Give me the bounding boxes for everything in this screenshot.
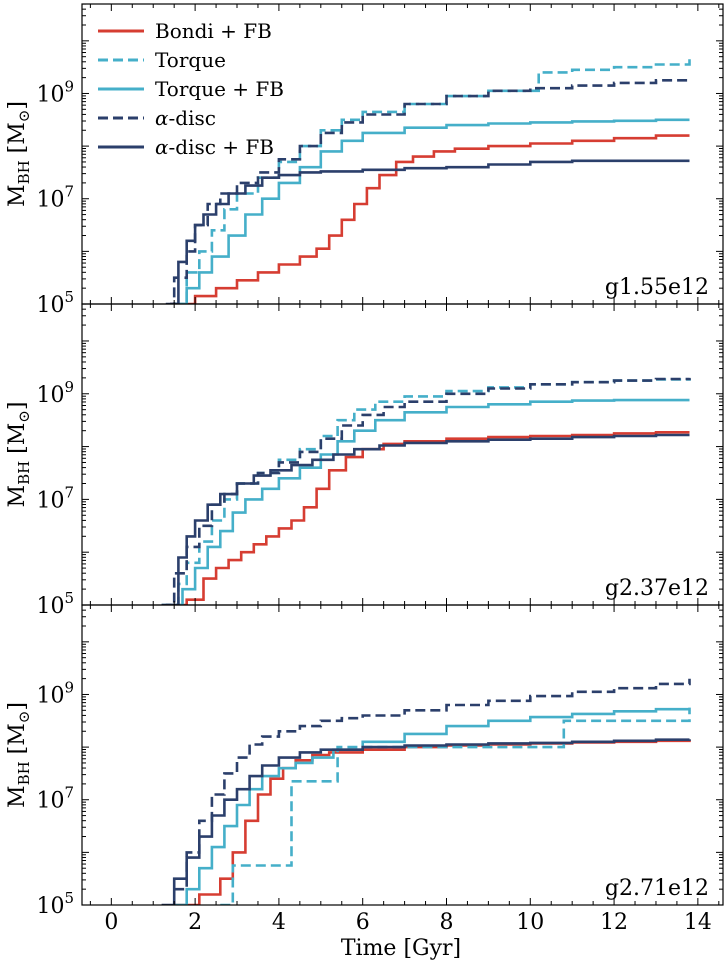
series-bondi-fb-g2.37e12 xyxy=(165,431,690,605)
y-tick-label-1e7: 107 xyxy=(36,483,74,513)
x-tick-label-8: 8 xyxy=(439,910,453,935)
series-alpha-disc-g2.37e12 xyxy=(161,377,691,605)
series-alpha-disc-fb-g2.37e12 xyxy=(165,433,690,605)
x-tick-label-4: 4 xyxy=(272,910,286,935)
y-tick-label-1e5: 105 xyxy=(36,589,74,619)
y-axis-title: MBH [M⊙] xyxy=(5,702,33,808)
x-tick-label-10: 10 xyxy=(516,910,544,935)
y-tick-label-1e7: 107 xyxy=(36,183,74,213)
y-tick-label-1e9: 109 xyxy=(36,77,74,107)
series-torque-fb-g1.55e12 xyxy=(174,118,690,304)
y-tick-label-1e5: 105 xyxy=(36,889,74,919)
legend-label-torque-fb: Torque + FB xyxy=(155,77,284,101)
y-tick-label-1e9: 109 xyxy=(36,678,74,708)
legend-label-bondi-fb: Bondi + FB xyxy=(155,19,272,43)
y-axis-title: MBH [M⊙] xyxy=(5,402,33,508)
x-tick-label-0: 0 xyxy=(104,910,118,935)
series-group xyxy=(161,377,691,605)
panel-label: g2.37e12 xyxy=(605,576,709,601)
series-alpha-disc-g2.71e12 xyxy=(174,678,691,891)
series-alpha-disc-fb-g1.55e12 xyxy=(170,159,690,304)
x-tick-label-6: 6 xyxy=(356,910,370,935)
x-axis-title: Time [Gyr] xyxy=(341,936,461,961)
series-group xyxy=(165,59,691,304)
series-alpha-disc-g1.55e12 xyxy=(165,77,691,304)
y-tick-label-1e7: 107 xyxy=(36,784,74,814)
legend-label-alpha-disc: α-disc xyxy=(155,106,216,130)
panel-label: g2.71e12 xyxy=(605,876,709,901)
x-tick-label-12: 12 xyxy=(600,910,628,935)
x-tick-label-2: 2 xyxy=(188,910,202,935)
legend-label-alpha-disc-fb: α-disc + FB xyxy=(155,135,274,159)
panel-label: g1.55e12 xyxy=(605,275,709,300)
y-tick-label-1e5: 105 xyxy=(36,288,74,318)
y-axis-title: MBH [M⊙] xyxy=(5,101,33,207)
y-tick-label-1e9: 109 xyxy=(36,378,74,408)
series-torque-fb-g2.37e12 xyxy=(165,398,690,605)
x-tick-label-14: 14 xyxy=(684,910,712,935)
series-torque-g2.71e12 xyxy=(220,710,691,905)
series-torque-fb-g2.71e12 xyxy=(174,707,691,905)
series-group xyxy=(161,678,691,905)
legend: Bondi + FB Torque Torque + FB α-disc α-d… xyxy=(98,19,284,159)
legend-label-torque: Torque xyxy=(155,48,226,72)
series-alpha-disc-fb-g2.71e12 xyxy=(161,738,691,905)
series-bondi-fb-g1.55e12 xyxy=(170,134,690,304)
plot-frame xyxy=(81,604,724,906)
